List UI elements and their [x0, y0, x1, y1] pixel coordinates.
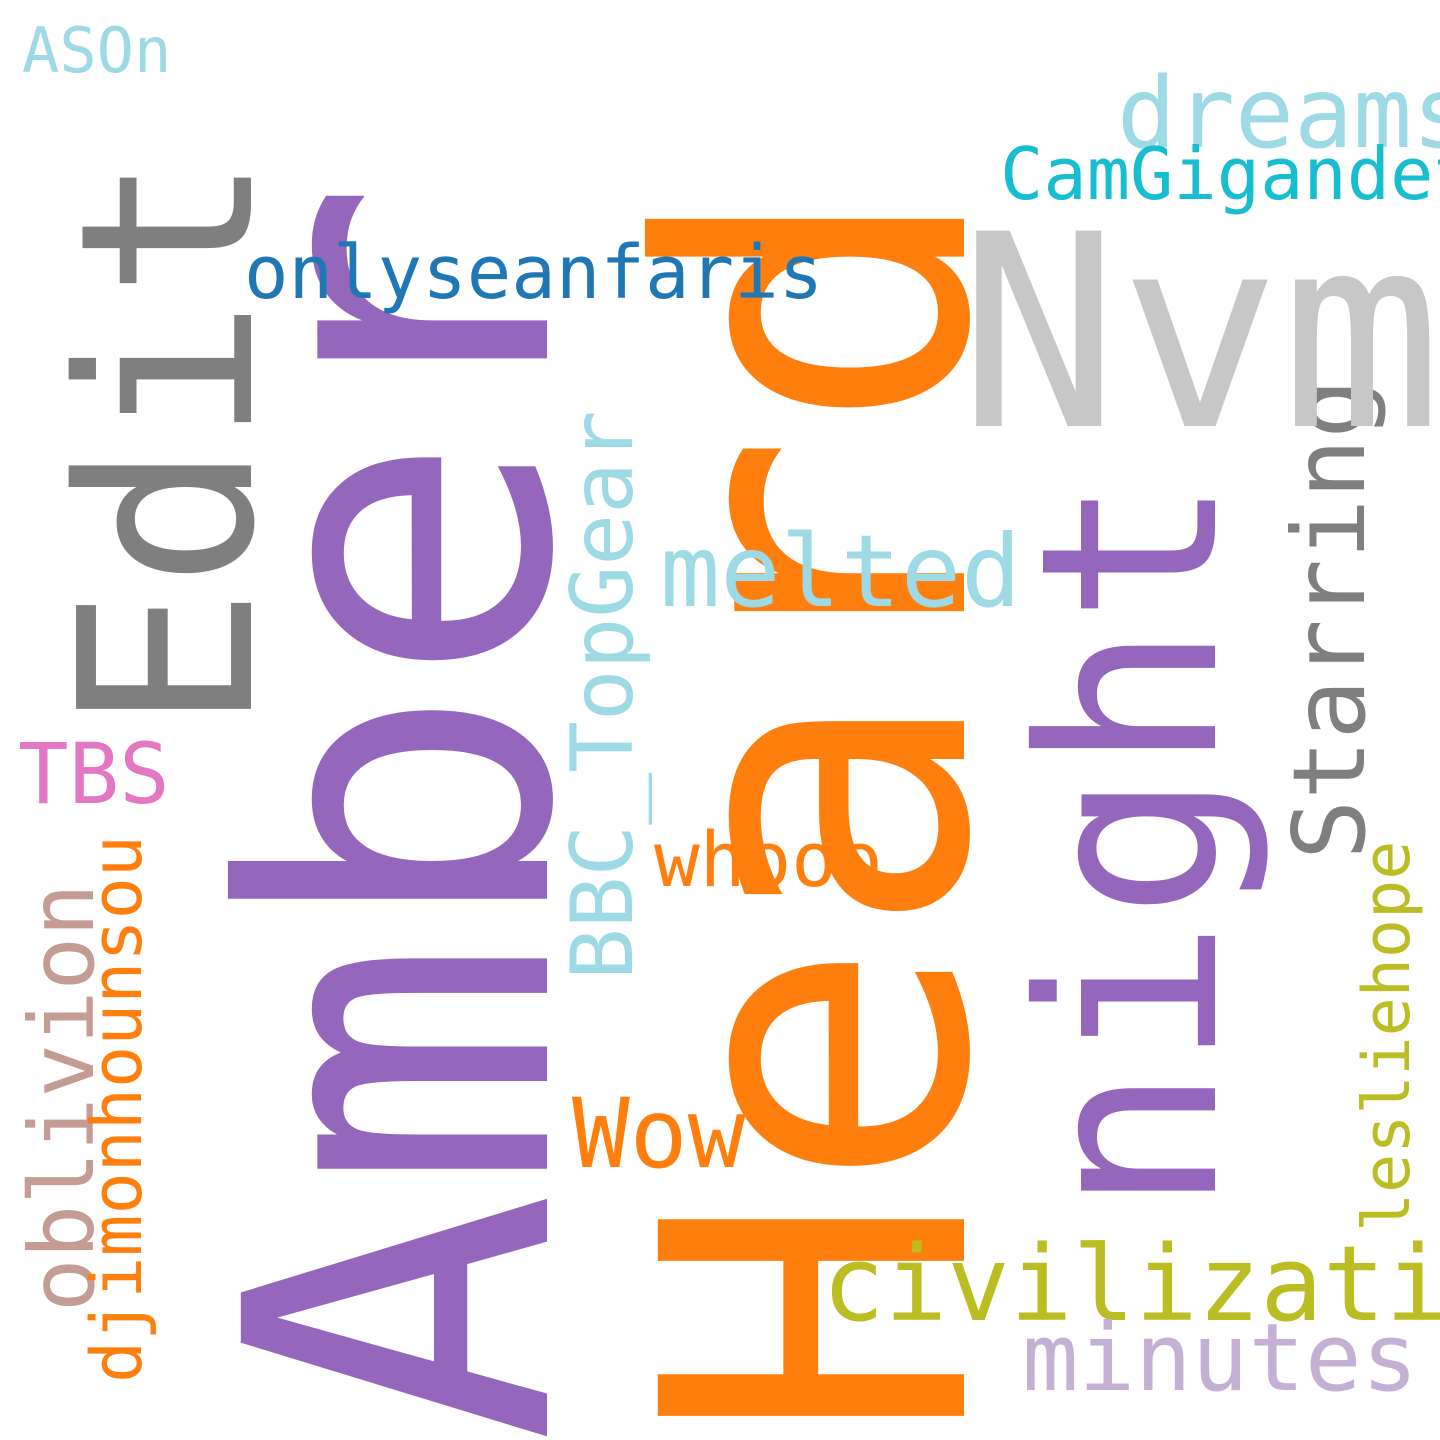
word-night[interactable]: night	[988, 476, 1273, 1214]
word-tbs[interactable]: TBS	[18, 725, 170, 823]
word-melted[interactable]: melted	[660, 513, 1022, 630]
word-dreams[interactable]: dreams	[1117, 57, 1440, 171]
word-minutes[interactable]: minutes	[1022, 1304, 1419, 1413]
word-civilization[interactable]: civilization	[822, 1223, 1440, 1345]
word-djimonhounsou[interactable]: djimonhounsou	[76, 835, 158, 1383]
word-lesliehope[interactable]: lesliehope	[1350, 840, 1425, 1232]
word-camgigandet[interactable]: CamGigandet	[1000, 132, 1440, 216]
word-nvm[interactable]: Nvm	[958, 178, 1440, 490]
word-bbc-topgear[interactable]: BBC_TopGear	[553, 410, 653, 980]
word-onlyseanfaris[interactable]: onlyseanfaris	[244, 230, 824, 316]
word-whooo[interactable]: whooo	[654, 815, 883, 904]
word-wow[interactable]: Wow	[572, 1078, 746, 1190]
word-ason[interactable]: ASOn	[22, 14, 172, 87]
